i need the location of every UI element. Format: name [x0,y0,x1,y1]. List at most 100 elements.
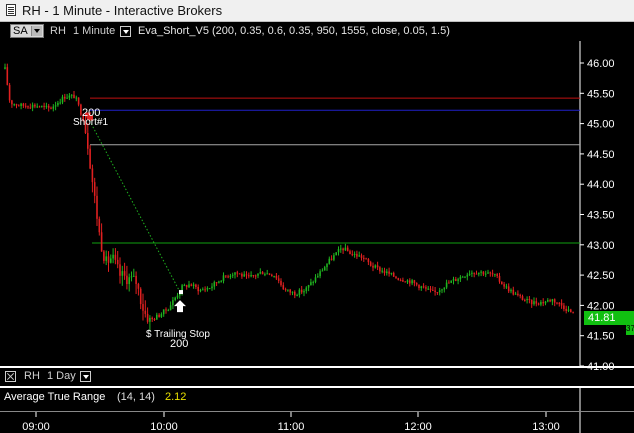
candle-body [27,106,29,108]
candle-body [537,303,540,305]
candle-body [107,256,110,263]
time-tick-label: 13:00 [532,421,560,433]
candle-body [514,293,517,295]
candle-body [156,314,158,320]
candle-body [528,299,531,301]
candle-body [392,272,395,277]
candle-body [250,275,252,277]
candle-body [406,280,409,283]
candle-body [455,279,457,281]
candle-body [236,272,239,274]
candle-body [252,275,255,277]
interval-label[interactable]: 1 Minute [73,25,116,37]
time-tick-label: 10:00 [150,421,178,433]
candle-body [238,273,241,275]
candle-body [434,290,436,293]
pane-separator[interactable] [0,386,634,388]
lower-interval-dropdown-button[interactable] [80,371,91,382]
candle-body [471,272,473,274]
candle-body [381,270,383,272]
candle-body [328,258,331,264]
candle-body [441,289,443,291]
candle-body [544,301,547,304]
candle-body [397,278,400,281]
candle-body [82,114,84,121]
candle-body [105,256,107,261]
candle-body [100,232,103,252]
candle-body [317,276,319,278]
candle-body [34,104,36,107]
candle-body [116,259,119,265]
candle-body [542,302,544,304]
candle-body [277,278,280,281]
candle-body [218,281,220,283]
interval-dropdown-button[interactable] [120,26,131,37]
candle-body [195,284,197,288]
candle-body [342,248,344,251]
price-tick-label: 44.50 [587,149,615,161]
candle-body [135,275,137,284]
lower-interval-label[interactable]: 1 Day [47,370,76,382]
candle-body [31,104,34,108]
candle-body [204,289,206,291]
candle-body [388,271,390,274]
candle-body [259,272,262,274]
candle-body [422,286,425,288]
symbol-label[interactable]: RH [50,25,66,37]
candle-body [464,276,466,278]
candle-body [425,287,427,289]
candle-body [275,275,278,279]
candle-body [427,288,429,290]
candle-body [482,271,485,275]
candle-body [220,281,222,283]
candle-body [160,314,163,317]
candle-body [287,289,289,291]
candle-body [494,274,496,276]
candle-body [110,258,112,263]
app-icon [6,4,16,16]
sa-dropdown[interactable]: SA [10,24,44,38]
candle-body [70,94,73,96]
candle-body [367,258,370,263]
candle-body [418,284,420,289]
candle-body [487,272,489,274]
candle-body [80,104,82,115]
sa-label: SA [13,25,28,37]
candle-body [50,107,52,109]
pane-separator[interactable] [0,366,634,368]
study-label[interactable]: Eva_Short_V5 (200, 0.35, 0.6, 0.35, 950,… [138,25,450,37]
candle-body [457,279,459,281]
candle-body [549,299,551,302]
last-price-side: 37 [626,323,634,335]
candle-body [558,302,561,304]
candle-body [93,182,96,196]
close-icon[interactable] [5,371,16,382]
candle-body [137,283,140,289]
candle-body [468,273,471,275]
candle-body [450,280,452,283]
chevron-down-icon[interactable] [31,26,42,36]
candle-body [91,168,94,183]
candle-body [360,255,363,258]
candle-body [533,301,535,305]
candle-body [241,273,243,277]
candle-body [6,67,9,85]
candle-body [386,271,388,274]
candle-body [305,287,308,292]
candle-body [351,254,354,256]
candle-body [169,305,172,311]
candle-body [165,309,167,311]
indicator-value: 2.12 [165,391,187,403]
price-levels [90,97,580,244]
candle-body [222,275,225,282]
candle-body [96,195,98,219]
lower-symbol-label[interactable]: RH [24,370,40,382]
candle-body [376,265,379,268]
candle-body [326,263,328,268]
candle-body [365,258,367,260]
exit-qty-label: 200 [170,338,188,350]
candle-body [298,289,301,295]
short-entry-marker [89,115,93,121]
